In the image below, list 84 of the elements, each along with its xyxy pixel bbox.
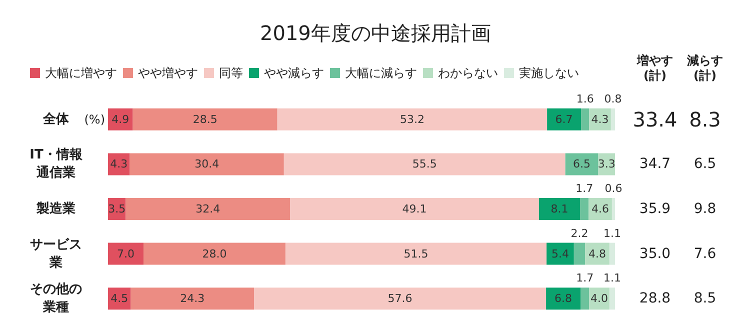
data-label: 4.9 — [112, 112, 130, 126]
data-label: 55.5 — [412, 158, 437, 171]
legend-label: 大幅に減らす — [345, 66, 417, 80]
data-label: 7.0 — [116, 247, 134, 260]
data-label: 8.1 — [550, 202, 568, 216]
data-label: 1.1 — [603, 272, 621, 285]
bar — [254, 288, 546, 310]
bar — [612, 198, 615, 220]
data-label: 5.4 — [551, 247, 569, 260]
data-label: 53.2 — [400, 112, 424, 126]
bar — [580, 288, 590, 310]
text: 35.9 — [639, 201, 671, 217]
data-label: 4.3 — [591, 112, 609, 126]
bar — [581, 108, 590, 130]
y-tick-label: 製造業 — [36, 202, 76, 216]
bar — [108, 288, 131, 310]
data-label: 0.8 — [604, 92, 622, 106]
text: 6.5 — [694, 156, 716, 172]
bar — [546, 242, 574, 265]
bar — [130, 153, 284, 176]
y-tick-label: IT・情報通信業 — [30, 148, 84, 181]
legend-label: 同等 — [219, 66, 243, 80]
text: 8.5 — [694, 290, 716, 307]
data-label: 6.8 — [554, 292, 572, 306]
text: 35.0 — [639, 246, 671, 262]
bar — [547, 108, 582, 130]
data-label: 4.3 — [110, 158, 128, 171]
bar — [108, 242, 144, 265]
bar — [126, 198, 290, 220]
text: 増やす (計) — [636, 54, 673, 82]
data-label: 4.5 — [110, 292, 128, 306]
text: (%) — [84, 112, 105, 126]
bar — [284, 153, 566, 176]
data-label: 2.2 — [570, 226, 588, 240]
data-label: 51.5 — [404, 247, 428, 260]
y-tick-label: その他の業種 — [30, 282, 82, 316]
bar — [610, 108, 615, 130]
data-label: 3.3 — [598, 158, 616, 171]
bar — [290, 198, 539, 220]
bar — [538, 198, 580, 220]
legend-label: 実施しない — [519, 66, 579, 80]
data-label: 1.7 — [576, 272, 594, 285]
text: 34.7 — [639, 156, 671, 172]
text: 33.4 — [632, 107, 678, 132]
text: 7.6 — [694, 246, 716, 262]
data-label: 6.5 — [573, 158, 591, 171]
legend-label: わからない — [438, 66, 498, 80]
data-label: 32.4 — [196, 202, 220, 216]
data-label: 24.3 — [180, 292, 205, 306]
bar — [143, 242, 286, 265]
bar — [285, 242, 547, 265]
bar — [277, 108, 548, 130]
data-label: 28.0 — [202, 247, 227, 260]
data-label: 30.4 — [194, 158, 220, 171]
data-label: 1.1 — [603, 226, 621, 240]
y-tick-label: サービス業 — [30, 237, 82, 270]
legend-label: やや減らす — [264, 66, 324, 80]
data-label: 28.5 — [192, 112, 218, 126]
data-label: 3.5 — [108, 202, 126, 216]
legend-label: 大幅に増やす — [45, 66, 117, 80]
text: 9.8 — [694, 201, 716, 217]
text: 減らす (計) — [686, 54, 723, 82]
bar — [565, 153, 598, 176]
data-label: 6.7 — [555, 112, 573, 126]
legend-label: やや増やす — [138, 66, 198, 80]
y-tick-label: 全体 — [42, 112, 70, 127]
bar — [130, 288, 254, 310]
bar — [546, 288, 581, 310]
data-label: 1.7 — [576, 182, 594, 195]
data-label: 4.6 — [592, 202, 610, 216]
data-label: 49.1 — [402, 202, 427, 216]
bar — [609, 242, 615, 265]
bar — [132, 108, 278, 130]
bar — [580, 198, 589, 220]
bar — [574, 242, 586, 265]
data-label: 4.0 — [590, 292, 608, 306]
data-label: 1.6 — [576, 92, 594, 106]
data-label: 57.6 — [388, 292, 412, 306]
data-label: 0.6 — [604, 182, 622, 195]
text: 8.3 — [689, 107, 721, 132]
chart-title: 2019年度の中途採用計画 — [260, 21, 491, 45]
data-label: 4.8 — [588, 247, 606, 260]
text: 28.8 — [639, 290, 671, 307]
bar — [609, 288, 615, 310]
